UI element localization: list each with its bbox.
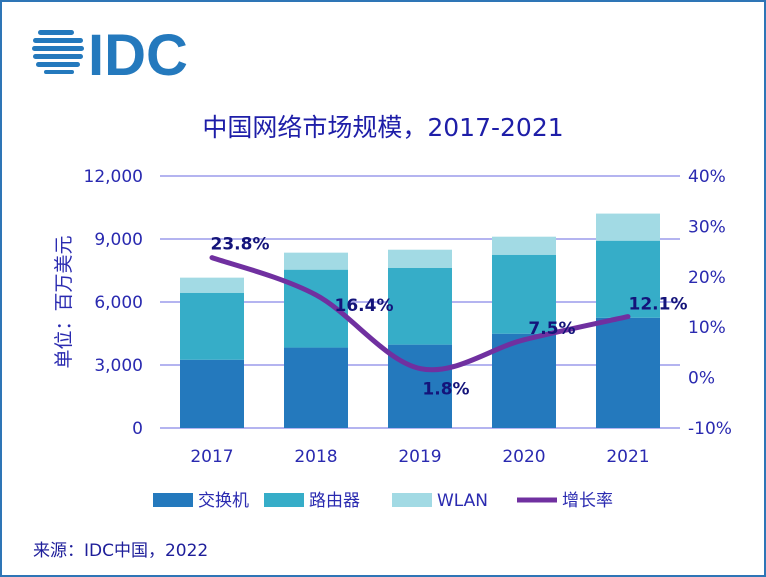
y-tick-label: 6,000 [94,293,143,313]
legend-label: WLAN [437,491,488,511]
y2-tick-label: 40% [688,167,726,187]
growth-line [209,255,631,373]
idc-logo: IDC [32,23,188,88]
bar-2018-2 [284,252,348,270]
x-tick-label: 2020 [502,447,545,467]
bar-2021-2 [596,213,660,241]
chart-title: 中国网络市场规模，2017-2021 [202,113,563,142]
source-note: 来源：IDC中国，2022 [33,541,209,561]
legend-label: 增长率 [562,491,613,511]
data-label: 1.8% [422,380,469,400]
bar-2019-1 [388,267,452,345]
y-tick-label: 9,000 [94,230,143,250]
bar-2021-0 [596,317,660,428]
legend-label: 交换机 [198,491,249,511]
y-tick-label: 0 [132,419,143,439]
y2-tick-label: 0% [688,369,715,389]
x-tick-label: 2021 [606,447,649,467]
y-tick-label: 3,000 [94,356,143,376]
bar-2020-1 [492,254,556,334]
x-tick-label: 2019 [398,447,441,467]
logo-text: IDC [88,23,188,88]
bar-2017-1 [180,292,244,360]
x-tick-label: 2018 [294,447,337,467]
y2-tick-label: 30% [688,217,726,237]
y-tick-label: 12,000 [84,167,143,187]
legend-swatch [153,493,193,507]
bar-2018-0 [284,347,348,428]
x-tick-label: 2017 [190,447,233,467]
bar-2020-2 [492,236,556,255]
bar-2017-2 [180,277,244,293]
y2-tick-label: 10% [688,318,726,338]
bar-2019-2 [388,249,452,268]
bar-2017-0 [180,359,244,428]
y2-tick-label: 20% [688,268,726,288]
bar-2021-1 [596,240,660,318]
data-label: 23.8% [211,235,270,255]
legend-swatch [392,493,432,507]
legend: 交换机 路由器 WLAN 增长率 [153,491,613,511]
y-axis-label: 单位：百万美元 [53,235,75,368]
legend-swatch [264,493,304,507]
legend-label: 路由器 [309,491,360,511]
data-label: 16.4% [335,296,394,316]
y2-tick-label: -10% [688,419,732,439]
data-label: 7.5% [528,319,575,339]
data-label: 12.1% [629,295,688,315]
